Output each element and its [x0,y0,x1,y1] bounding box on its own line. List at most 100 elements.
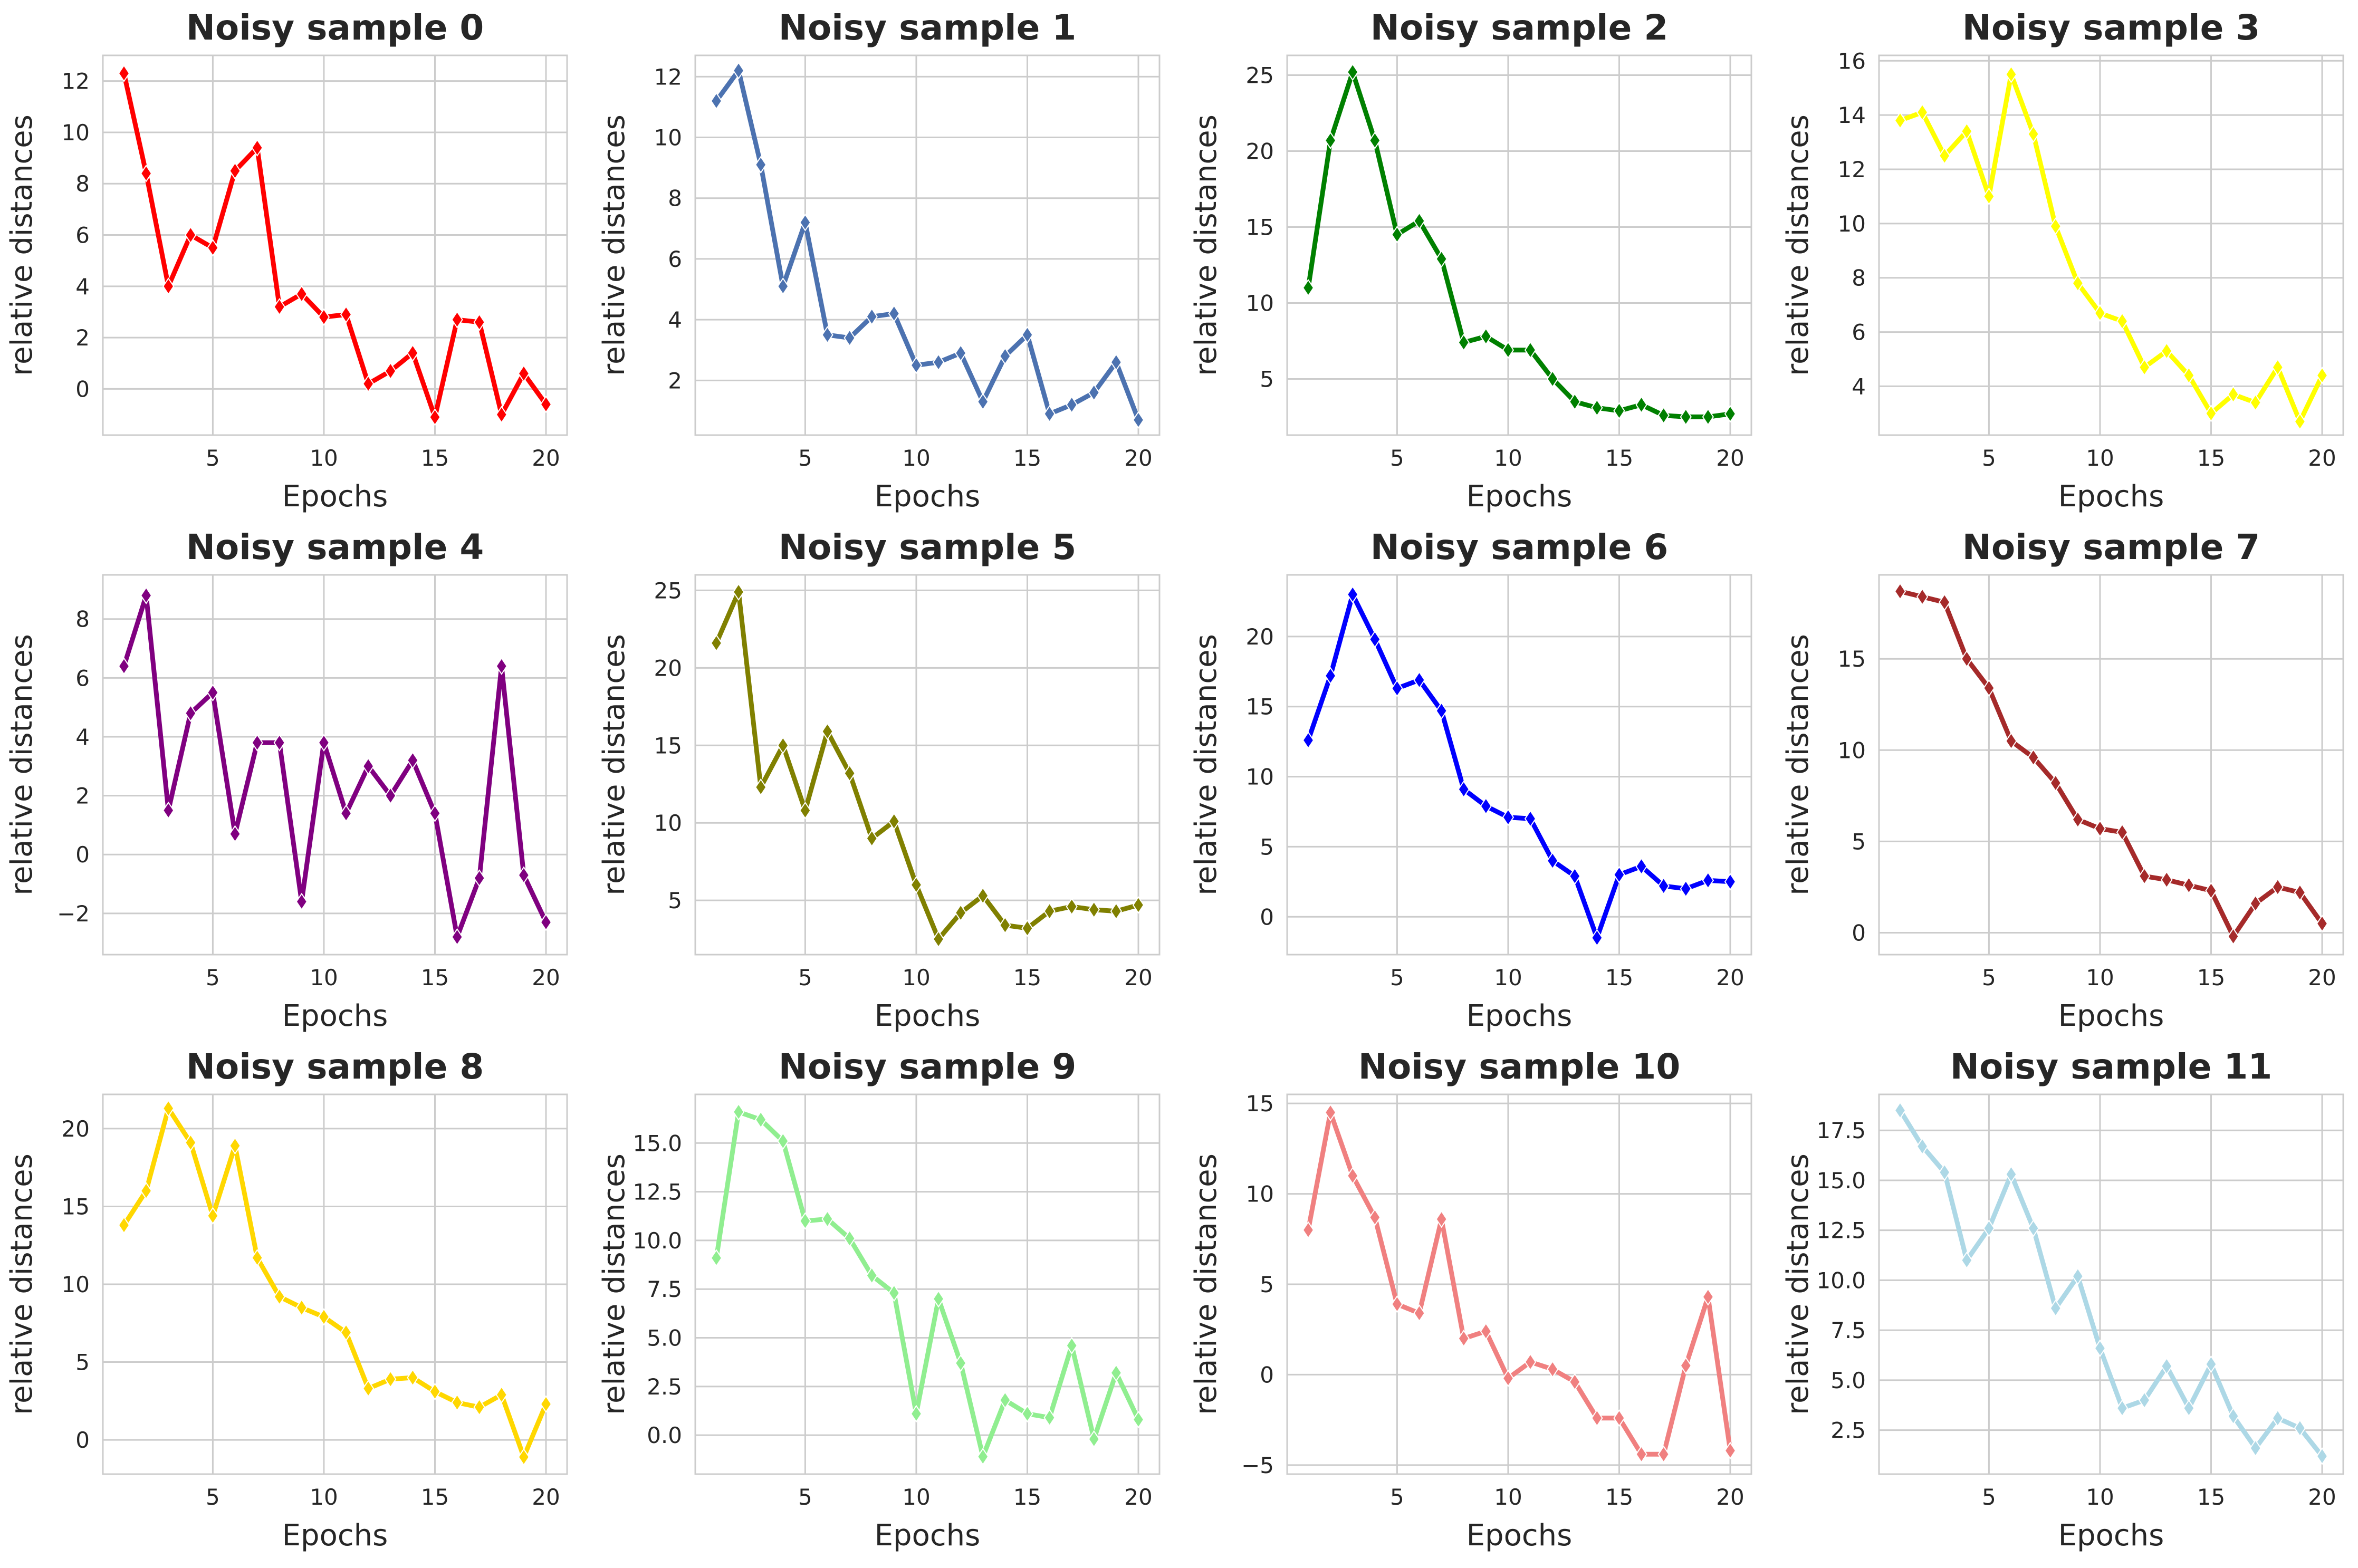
x-tick-label-3: 20 [1716,445,1744,471]
y-tick-label-1: 2.5 [647,1374,682,1400]
subplot-9: 5 10 15 20 0.0 2.5 5.0 7.5 10.0 12.5 15.0 Noisy sam… [597,1046,1161,1553]
y-tick-label-6: 15.0 [632,1130,682,1156]
data-point-17 [2271,878,2284,896]
data-point-10 [2116,1399,2129,1417]
data-point-16 [473,869,485,887]
data-point-10 [2116,823,2129,841]
data-point-3 [185,226,197,244]
x-axis-label: Epochs [875,999,981,1033]
data-point-19 [540,1395,552,1413]
x-tick-label-0: 5 [1390,445,1404,471]
data-point-13 [2183,1399,2195,1417]
y-tick-label-0: 0.0 [647,1422,682,1448]
x-tick-label-1: 10 [1494,965,1522,990]
subplot-title: Noisy sample 0 [186,7,484,48]
x-axis-label: Epochs [2058,999,2164,1033]
data-point-6 [843,764,856,782]
data-point-5 [229,162,241,180]
y-tick-label-5: 14 [1838,102,1866,128]
subplot-title: Noisy sample 7 [1962,527,2260,567]
data-point-14 [1613,402,1625,420]
data-point-15 [1043,902,1056,920]
y-tick-label-0: −2 [57,901,90,927]
y-tick-label-1: 4 [668,307,682,333]
y-tick-label-4: 25 [654,578,682,603]
y-tick-label-5: 10 [62,120,90,146]
data-point-16 [473,1398,485,1416]
y-tick-label-1: 10 [654,810,682,836]
y-tick-label-1: 5 [75,1350,90,1375]
data-point-13 [999,347,1011,365]
data-point-10 [340,1323,352,1342]
data-point-14 [2205,882,2217,900]
data-point-1 [140,586,152,604]
data-point-2 [1939,593,1951,611]
data-point-16 [473,313,485,331]
data-point-14 [2205,405,2217,422]
data-point-17 [495,1386,507,1404]
x-tick-label-0: 5 [798,445,812,471]
data-point-9 [1502,808,1515,826]
data-point-8 [2072,811,2084,829]
x-axis-label: Epochs [1466,1518,1573,1553]
y-tick-label-4: 25 [1246,62,1274,88]
data-point-19 [1132,896,1145,914]
x-tick-label-1: 10 [2086,965,2114,990]
series-line [1306,1110,1733,1457]
y-tick-label-1: 5 [1852,829,1866,854]
x-tick-label-0: 5 [1982,1484,1996,1510]
y-tick-label-0: 0 [75,376,90,402]
data-point-1 [140,1182,152,1200]
data-point-10 [1524,341,1537,359]
y-tick-label-3: 7.5 [647,1276,682,1302]
data-point-16 [1657,406,1670,425]
data-point-1 [1916,588,1929,606]
data-point-4 [799,801,811,820]
data-point-19 [1724,405,1737,423]
data-point-8 [888,304,900,323]
data-point-8 [2072,274,2084,292]
x-tick-label-0: 5 [1390,1484,1404,1510]
data-point-1 [1916,1137,1929,1156]
data-point-2 [1347,585,1359,604]
subplot-title: Noisy sample 2 [1370,7,1669,48]
x-tick-label-2: 15 [421,965,449,990]
x-tick-label-2: 15 [1605,445,1633,471]
data-point-9 [910,356,923,374]
subplot-11: 5 10 15 20 2.5 5.0 7.5 10.0 12.5 15.0 17.5 Noisy sa… [1781,1046,2344,1553]
data-point-12 [1569,867,1581,886]
data-point-15 [1635,1445,1647,1464]
data-point-2 [1347,1167,1359,1185]
data-point-3 [1369,630,1381,649]
data-point-10 [340,305,352,324]
x-tick-label-2: 15 [1605,1484,1633,1510]
data-point-8 [888,1284,900,1302]
data-point-11 [2138,867,2151,885]
data-point-14 [1021,919,1033,937]
y-tick-label-2: 10 [1246,764,1274,790]
data-point-4 [799,213,811,232]
data-point-12 [977,1447,989,1466]
data-point-5 [229,1137,241,1155]
x-axis-label: Epochs [875,479,981,514]
data-point-9 [2094,820,2106,838]
plot-frame [1878,54,2344,436]
data-point-3 [777,1132,789,1150]
data-point-6 [1435,701,1448,720]
y-tick-label-3: 15 [1246,694,1274,720]
data-point-8 [1480,327,1492,345]
series-line [121,71,549,420]
data-point-1 [1324,1103,1337,1122]
data-point-4 [207,1207,219,1225]
data-point-7 [2049,774,2062,792]
subplot-10: 5 10 15 20 −5 0 5 10 15 Noisy sample 10 Epochs rela… [1189,1046,1752,1553]
data-point-2 [755,1111,767,1129]
subplot-title: Noisy sample 10 [1358,1046,1681,1087]
data-point-14 [1021,1405,1033,1423]
data-point-1 [732,61,745,80]
subplot-1: 5 10 15 20 2 4 6 8 10 12 Noisy sample 1 Epochs relat… [597,7,1161,514]
data-point-17 [1680,408,1692,426]
plot-frame [102,574,568,956]
data-point-17 [1088,900,1100,919]
